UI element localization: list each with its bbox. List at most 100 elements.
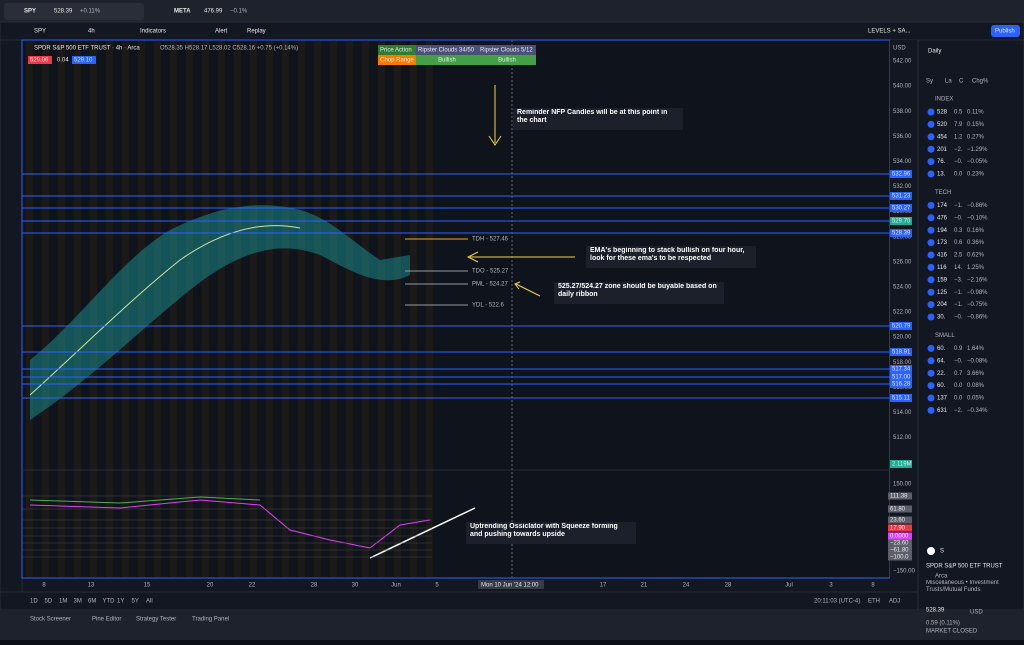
- tab[interactable]: [4, 3, 144, 20]
- watchlist-symbol[interactable]: 116: [937, 265, 947, 271]
- session-stripe: [26, 41, 33, 577]
- timeframe[interactable]: All: [146, 599, 153, 605]
- watchlist-symbol[interactable]: 204: [937, 302, 948, 308]
- annotation: 525.27/524.27 zone should be buyable bas…: [558, 283, 717, 298]
- bottom-tab[interactable]: Trading Panel: [192, 617, 229, 623]
- time-label: 3: [829, 583, 833, 589]
- toolbar-interval[interactable]: 4h: [88, 29, 95, 35]
- timeframe[interactable]: 1Y: [117, 599, 124, 605]
- watchlist-symbol[interactable]: 528: [937, 110, 948, 116]
- tab-price: 476.99: [204, 9, 223, 15]
- symbol-icon: [927, 226, 935, 234]
- annotation-box: [586, 246, 756, 268]
- symbol-icon: [927, 214, 935, 222]
- session-stripe: [378, 41, 385, 577]
- toolbar-alert[interactable]: Alert: [215, 29, 228, 35]
- bottom-tab[interactable]: Pine Editor: [92, 617, 121, 623]
- watchlist-symbol[interactable]: 125: [937, 290, 948, 296]
- watchlist-symbol[interactable]: 454: [937, 134, 948, 140]
- eth-toggle[interactable]: ETH: [868, 599, 880, 605]
- arrow: [466, 251, 575, 263]
- tab-symbol[interactable]: META: [174, 9, 191, 15]
- watchlist-symbol[interactable]: 159: [937, 277, 948, 283]
- watchlist-symbol[interactable]: 64.: [937, 358, 946, 364]
- timeframe[interactable]: 6M: [88, 599, 96, 605]
- timeframe[interactable]: YTD: [103, 599, 116, 605]
- table-cell: [478, 45, 536, 55]
- timeframe[interactable]: 3M: [74, 599, 82, 605]
- level-label: 517.34: [892, 367, 911, 373]
- oscillator: [29, 499, 431, 549]
- symbol-icon: [927, 288, 935, 296]
- axis-currency: USD: [893, 46, 906, 52]
- watchlist-symbol[interactable]: 137: [937, 396, 948, 402]
- watchlist-pct: 0.08%: [967, 383, 985, 389]
- watchlist-pct: 0.11%: [967, 110, 984, 116]
- watchlist-section: INDEX: [935, 97, 953, 103]
- arrow: [514, 281, 541, 297]
- watchlist-pct: −0.98%: [967, 290, 988, 296]
- watchlist-pct: 0.16%: [967, 228, 985, 234]
- symbol-icon: [927, 547, 935, 555]
- watchlist-change: 14.: [954, 265, 963, 271]
- tab-change: −0.1%: [230, 9, 248, 15]
- watchlist-symbol[interactable]: 173: [937, 240, 948, 246]
- timeframe[interactable]: 1D: [30, 599, 38, 605]
- osc-tag: [888, 505, 912, 513]
- toolbar-indicators[interactable]: Indicators: [140, 29, 166, 35]
- level-label: 520.79: [892, 324, 911, 330]
- watchlist-symbol[interactable]: 520: [937, 122, 948, 128]
- price-label: 518.00: [893, 360, 912, 366]
- annotation: Reminder NFP Candles will be at this poi…: [517, 109, 667, 124]
- ref-label: YDL - 522.6: [472, 303, 504, 309]
- session-stripe: [74, 41, 81, 577]
- timeframe[interactable]: 5D: [45, 599, 53, 605]
- watchlist-symbol[interactable]: 60.: [937, 383, 946, 389]
- details-symbol: S: [940, 549, 944, 555]
- toolbar-symbol[interactable]: SPY: [34, 29, 46, 35]
- legend-title: SPDR S&P 500 ETF TRUST · 4h · Arca: [34, 46, 140, 52]
- adj-toggle[interactable]: ADJ: [889, 599, 900, 605]
- watchlist-pct: 0.15%: [967, 122, 985, 128]
- watchlist-pct: 0.05%: [967, 396, 985, 402]
- watchlist-symbol[interactable]: 30.: [937, 315, 946, 321]
- table-header: Ripster Clouds 34/50: [418, 48, 475, 54]
- watchlist-symbol[interactable]: 22.: [937, 371, 946, 377]
- watchlist-symbol[interactable]: 60.: [937, 346, 946, 352]
- publish-button[interactable]: [991, 25, 1020, 37]
- timeframe[interactable]: 5Y: [132, 599, 139, 605]
- watchlist-change: 0.3: [954, 228, 963, 234]
- toolbar-layout[interactable]: LEVELS + SA...: [868, 29, 911, 35]
- time-label: 28: [311, 583, 318, 589]
- watchlist-change: −0.: [954, 315, 963, 321]
- watchlist-change: 2.5: [954, 253, 963, 259]
- watchlist-symbol[interactable]: 13.: [937, 172, 946, 178]
- watchlist-pct: 1.64%: [967, 346, 985, 352]
- watchlist-change: 0.6: [954, 240, 963, 246]
- tab-symbol[interactable]: SPY: [24, 9, 36, 15]
- price-label: 532.00: [893, 184, 912, 190]
- watchlist-symbol[interactable]: 76.: [937, 159, 946, 165]
- watchlist-symbol[interactable]: 476: [937, 215, 948, 221]
- osc-label: −23.60: [890, 541, 909, 547]
- watchlist-symbol[interactable]: 201: [937, 147, 948, 153]
- toolbar-replay[interactable]: Replay: [247, 29, 266, 35]
- publish-label[interactable]: Publish: [995, 29, 1015, 35]
- watchlist-section: SMALL: [935, 333, 955, 339]
- watchlist-pct: −0.34%: [967, 408, 988, 414]
- watchlist-symbol[interactable]: 194: [937, 228, 948, 234]
- bottom-tab[interactable]: Stock Screener: [30, 617, 71, 623]
- watchlist-symbol[interactable]: 416: [937, 253, 948, 259]
- symbol-icon: [927, 301, 935, 309]
- timeframe[interactable]: 1M: [59, 599, 67, 605]
- price-label: 534.00: [893, 159, 912, 165]
- watchlist-symbol[interactable]: 631: [937, 408, 948, 414]
- table-value: Bullish: [438, 58, 456, 64]
- level-label: 529.70: [892, 219, 911, 225]
- bottom-tab[interactable]: Strategy Tester: [136, 617, 176, 623]
- watchlist-symbol[interactable]: 174: [937, 203, 948, 209]
- watchlist-change: −2.: [954, 147, 963, 153]
- symbol-icon: [927, 201, 935, 209]
- session-stripe: [202, 41, 209, 577]
- level-label: 531.23: [892, 194, 911, 200]
